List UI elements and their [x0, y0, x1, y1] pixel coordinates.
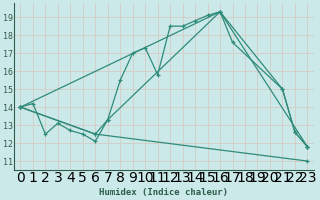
X-axis label: Humidex (Indice chaleur): Humidex (Indice chaleur): [100, 188, 228, 197]
